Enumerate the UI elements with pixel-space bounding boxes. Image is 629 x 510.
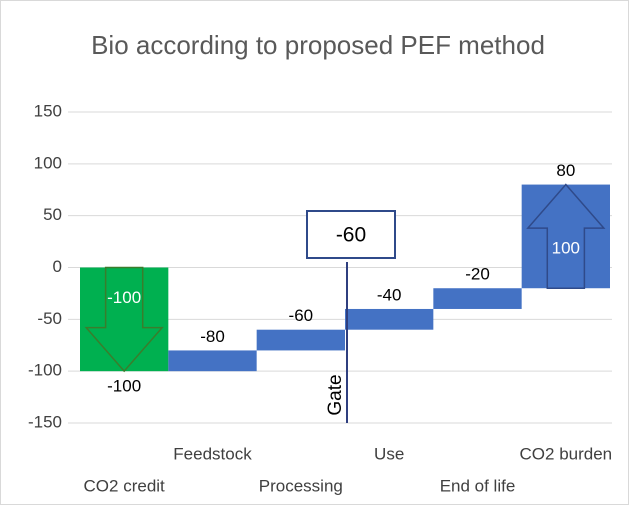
y-tick-label: -50 <box>37 309 62 328</box>
x-tick-label: CO2 burden <box>520 444 613 463</box>
y-tick-label: 150 <box>34 101 62 120</box>
gate-label: Gate <box>325 374 346 415</box>
x-tick-label: End of life <box>440 476 516 495</box>
x-tick-label: Processing <box>259 476 343 495</box>
arrow <box>526 183 606 289</box>
bar <box>521 184 610 289</box>
bar <box>80 267 169 372</box>
value-label: 100 <box>552 238 580 257</box>
bar <box>433 288 522 309</box>
x-tick-label: Use <box>374 444 404 463</box>
total-label: -100 <box>107 377 141 396</box>
y-tick-label: 100 <box>34 153 62 172</box>
total-label: -80 <box>200 327 225 346</box>
total-label: -60 <box>289 306 314 325</box>
arrow <box>84 266 164 373</box>
total-label: 80 <box>556 161 575 180</box>
y-tick-label: -100 <box>28 361 62 380</box>
y-tick-label: 50 <box>43 205 62 224</box>
bar <box>168 350 257 372</box>
y-tick-label: 0 <box>53 257 62 276</box>
bar <box>345 308 434 330</box>
gate-value: -60 <box>336 224 366 247</box>
x-tick-label: Feedstock <box>173 444 252 463</box>
bar <box>256 329 345 351</box>
value-label: -100 <box>107 288 141 307</box>
x-tick-label: CO2 credit <box>84 476 166 495</box>
chart-title: Bio according to proposed PEF method <box>91 30 545 60</box>
y-tick-label: -150 <box>28 412 62 431</box>
total-label: -20 <box>465 265 490 284</box>
total-label: -40 <box>377 285 402 304</box>
gate-box <box>306 210 396 259</box>
